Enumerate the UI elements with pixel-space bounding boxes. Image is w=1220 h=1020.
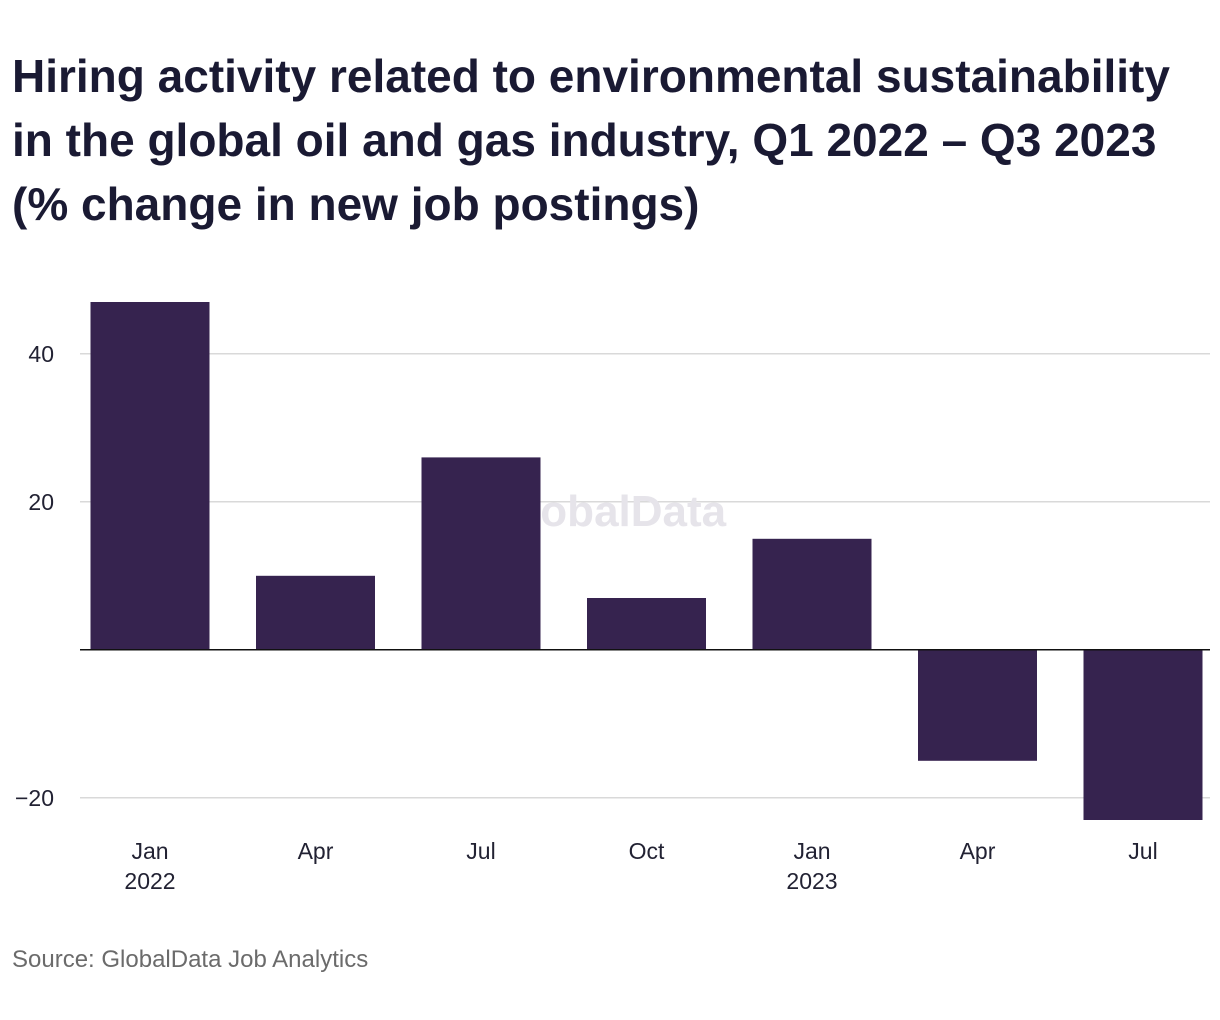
chart-title: Hiring activity related to environmental…	[12, 50, 1170, 230]
y-tick-label: 40	[28, 341, 54, 367]
x-tick-year-label: 2022	[124, 868, 175, 894]
x-tick-year-label: 2023	[786, 868, 837, 894]
x-tick-label: Apr	[960, 838, 996, 864]
bar	[256, 575, 375, 650]
y-axis-ticks: −20 20 40	[15, 341, 54, 811]
x-axis-ticks: Jan 2022 Apr Jul Oct Jan 2023 Apr Jul	[124, 838, 1157, 894]
x-tick-label: Jul	[1128, 838, 1157, 864]
gridlines	[80, 353, 1210, 799]
y-tick-label: −20	[15, 785, 54, 811]
x-tick-label: Apr	[298, 838, 334, 864]
y-tick-label: 20	[28, 489, 54, 515]
bar	[918, 649, 1037, 761]
bar	[421, 457, 541, 650]
x-tick-label: Jan	[131, 838, 168, 864]
source-note: Source: GlobalData Job Analytics	[12, 946, 369, 973]
bar	[752, 538, 872, 650]
bar	[1083, 649, 1203, 820]
x-tick-label: Jul	[466, 838, 495, 864]
bar	[587, 598, 706, 650]
x-tick-label: Jan	[793, 838, 830, 864]
bar	[90, 302, 210, 650]
bars	[90, 302, 1203, 820]
x-tick-label: Oct	[629, 838, 665, 864]
